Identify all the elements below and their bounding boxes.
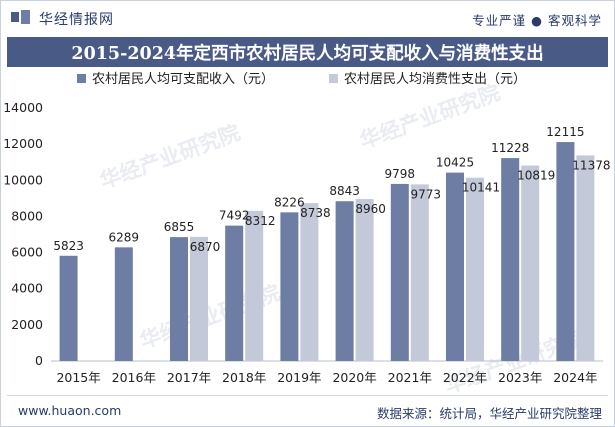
data-label-consumption: 8738	[300, 206, 331, 220]
bar-consumption	[576, 155, 595, 361]
bar-income	[280, 212, 299, 361]
x-tick-label: 2015年	[56, 370, 100, 385]
title-bar: 2015-2024年定西市农村居民人均可支配收入与消费性支出	[7, 37, 608, 67]
chart-legend: 农村居民人均可支配收入（元） 农村居民人均消费性支出（元）	[77, 72, 526, 87]
bar-consumption	[245, 210, 264, 361]
legend-label-consumption: 农村居民人均消费性支出（元）	[344, 72, 526, 87]
y-tick-label: 12000	[3, 136, 43, 151]
y-tick-label: 14000	[3, 100, 43, 115]
data-label-income: 6855	[164, 220, 195, 234]
footer-source: 数据来源：统计局，华经产业研究院整理	[376, 406, 602, 421]
data-label-income: 11228	[491, 141, 529, 155]
data-label-consumption: 10819	[517, 168, 555, 182]
y-tick-label: 6000	[11, 245, 43, 260]
bar-income	[335, 201, 354, 361]
bar-consumption	[300, 203, 319, 361]
data-label-income: 5823	[53, 239, 84, 253]
chart-title: 2015-2024年定西市农村居民人均可支配收入与消费性支出	[71, 44, 544, 64]
bar-consumption	[466, 177, 484, 361]
bar-consumption	[521, 165, 540, 361]
x-tick-label: 2016年	[112, 370, 156, 385]
y-tick-label: 2000	[11, 317, 43, 332]
y-tick-label: 4000	[11, 281, 43, 296]
bar-consumption	[190, 236, 208, 361]
bar-income	[170, 237, 188, 361]
data-label-consumption: 6870	[190, 240, 221, 254]
data-label-consumption: 8312	[245, 214, 276, 228]
bar-income	[114, 247, 133, 361]
data-label-consumption: 11378	[572, 158, 610, 172]
data-label-income: 10425	[436, 156, 474, 170]
bar-income	[225, 225, 244, 361]
data-label-income: 12115	[546, 125, 584, 139]
data-label-income: 9798	[385, 167, 416, 181]
x-tick-label: 2020年	[332, 370, 376, 385]
legend-swatch-consumption	[329, 74, 338, 83]
data-label-income: 6289	[109, 230, 140, 244]
y-tick-label: 8000	[11, 208, 43, 223]
top-bar: 华经情报网 专业严谨 ● 客观科学	[1, 1, 614, 35]
legend-label-income: 农村居民人均可支配收入（元）	[92, 72, 274, 87]
bar-consumption	[410, 184, 429, 361]
data-label-income: 8843	[329, 184, 360, 198]
data-label-consumption: 9773	[411, 187, 442, 201]
bar-income	[446, 172, 464, 361]
x-tick-label: 2024年	[553, 370, 597, 385]
data-label-consumption: 8960	[355, 202, 386, 216]
bar-income	[59, 255, 78, 361]
brand-tagline: 专业严谨 ● 客观科学	[472, 13, 602, 28]
y-tick-label: 0	[35, 353, 43, 368]
data-label-income: 8226	[274, 195, 305, 209]
bar-chart: 农村居民人均可支配收入（元） 农村居民人均消费性支出（元） 0 2000 4000 6…	[3, 72, 610, 385]
x-tick-label: 2022年	[443, 370, 487, 385]
footer-divider	[7, 395, 608, 396]
bar-consumption	[355, 199, 374, 361]
brand-logo-icon	[11, 10, 30, 24]
brand-name: 华经情报网	[39, 12, 114, 28]
data-label-consumption: 10141	[462, 181, 500, 195]
data-label-income: 7492	[219, 209, 250, 223]
bar-income	[390, 183, 409, 361]
footer-website: www.huaon.com	[18, 403, 122, 418]
x-tick-label: 2021年	[388, 370, 432, 385]
x-tick-label: 2018年	[222, 370, 266, 385]
x-tick-label: 2017年	[167, 370, 211, 385]
x-tick-label: 2023年	[498, 370, 542, 385]
bar-income	[501, 158, 520, 361]
y-tick-label: 10000	[3, 172, 43, 187]
bar-income	[556, 142, 575, 361]
legend-swatch-income	[77, 74, 86, 83]
x-tick-label: 2019年	[277, 370, 321, 385]
